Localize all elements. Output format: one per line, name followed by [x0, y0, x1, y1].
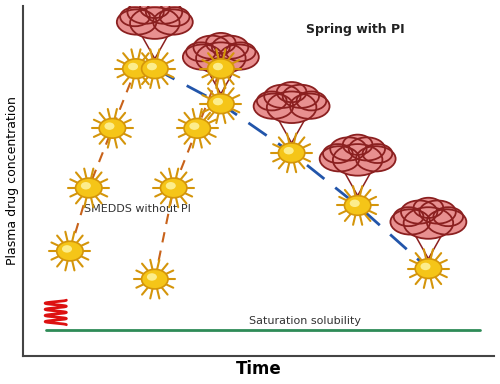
Ellipse shape: [394, 207, 424, 226]
Circle shape: [147, 273, 157, 281]
Circle shape: [344, 195, 371, 215]
Ellipse shape: [212, 36, 248, 59]
Ellipse shape: [276, 82, 306, 102]
Ellipse shape: [264, 85, 300, 108]
Ellipse shape: [333, 144, 382, 175]
Circle shape: [350, 200, 360, 207]
Y-axis label: Plasma drug concentration: Plasma drug concentration: [6, 96, 18, 265]
Ellipse shape: [186, 42, 216, 61]
Ellipse shape: [267, 91, 316, 123]
Ellipse shape: [153, 10, 193, 35]
Ellipse shape: [160, 7, 190, 26]
Ellipse shape: [146, 0, 182, 24]
Ellipse shape: [130, 7, 180, 39]
Ellipse shape: [196, 42, 246, 74]
Circle shape: [104, 122, 115, 130]
Ellipse shape: [401, 200, 438, 223]
Ellipse shape: [128, 0, 164, 24]
Circle shape: [99, 119, 126, 138]
Ellipse shape: [390, 209, 430, 235]
Ellipse shape: [320, 146, 360, 171]
Text: Saturation solubility: Saturation solubility: [249, 316, 361, 326]
Ellipse shape: [330, 137, 366, 161]
Ellipse shape: [254, 94, 294, 119]
Circle shape: [128, 63, 138, 70]
Circle shape: [166, 182, 176, 189]
Circle shape: [76, 178, 102, 198]
Ellipse shape: [206, 33, 236, 53]
Circle shape: [81, 182, 91, 189]
Ellipse shape: [343, 135, 372, 155]
Ellipse shape: [323, 144, 352, 163]
Ellipse shape: [120, 7, 150, 26]
Ellipse shape: [219, 45, 259, 70]
Circle shape: [284, 147, 294, 154]
Circle shape: [122, 59, 149, 78]
Ellipse shape: [348, 137, 385, 161]
Circle shape: [62, 245, 72, 253]
Ellipse shape: [117, 10, 156, 35]
Ellipse shape: [427, 209, 467, 235]
Circle shape: [208, 59, 234, 78]
Circle shape: [213, 98, 223, 105]
Ellipse shape: [183, 45, 222, 70]
Text: Spring with PI: Spring with PI: [306, 23, 404, 36]
Circle shape: [190, 122, 200, 130]
Circle shape: [142, 269, 168, 289]
Circle shape: [420, 263, 430, 270]
Circle shape: [415, 259, 442, 278]
Circle shape: [56, 241, 83, 261]
Circle shape: [278, 143, 305, 163]
Ellipse shape: [194, 36, 230, 59]
Ellipse shape: [140, 0, 170, 18]
Ellipse shape: [290, 94, 330, 119]
Circle shape: [147, 63, 157, 70]
Ellipse shape: [356, 146, 396, 171]
Ellipse shape: [226, 42, 256, 61]
Ellipse shape: [362, 144, 392, 163]
Text: SMEDDS without PI: SMEDDS without PI: [84, 204, 191, 214]
Ellipse shape: [282, 85, 319, 108]
Ellipse shape: [404, 207, 453, 239]
Circle shape: [160, 178, 187, 198]
Ellipse shape: [420, 200, 456, 223]
X-axis label: Time: Time: [236, 361, 282, 379]
Circle shape: [208, 94, 234, 114]
Circle shape: [184, 119, 210, 138]
Ellipse shape: [296, 91, 326, 111]
Ellipse shape: [414, 198, 444, 218]
Ellipse shape: [434, 207, 463, 226]
Circle shape: [213, 63, 223, 70]
Ellipse shape: [257, 91, 286, 111]
Circle shape: [142, 59, 168, 78]
